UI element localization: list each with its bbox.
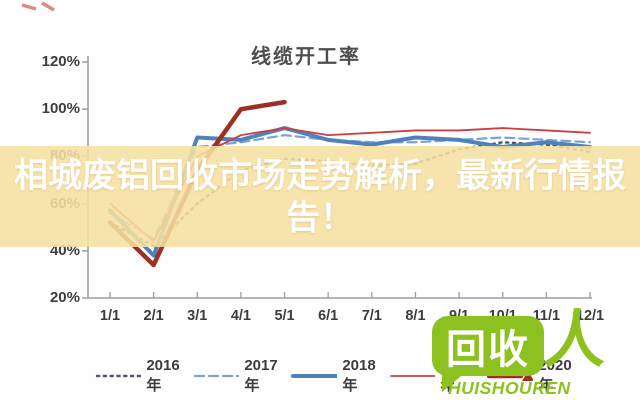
legend-marker-icon (193, 374, 240, 378)
legend-marker-icon (487, 371, 534, 381)
logo-speech-bubble: 回收 (432, 316, 544, 376)
logo-bubble-tail-icon (442, 372, 466, 392)
huishouren-logo: 回收 人 HUISHOUREN (428, 306, 608, 398)
legend-label: 2017年 (244, 357, 278, 394)
legend-marker-icon (390, 375, 436, 377)
logo-bubble-text: 回收 (446, 328, 530, 372)
legend-item: 2016年 (95, 357, 193, 395)
legend-item: 2020年 (487, 357, 585, 395)
legend-marker-icon (95, 374, 142, 378)
legend-marker-icon (291, 374, 338, 378)
legend-label: 2016年 (146, 357, 180, 394)
legend-item: 2018年 (291, 357, 389, 395)
headline-banner: 相城废铝回收市场走势解析，最新行情报告！ (0, 146, 640, 247)
headline-text: 相城废铝回收市场走势解析，最新行情报告！ (14, 156, 626, 237)
corner-artifact-marks (21, 1, 55, 12)
legend-label: 2020年 (538, 357, 572, 394)
legend-label: 2018年 (342, 357, 376, 394)
legend-item: 2017年 (193, 357, 291, 395)
logo-brand-text: HUISHOUREN (448, 378, 571, 398)
chart-title: 线缆开工率 (251, 46, 361, 68)
logo-person-icon: 人 (541, 306, 609, 375)
